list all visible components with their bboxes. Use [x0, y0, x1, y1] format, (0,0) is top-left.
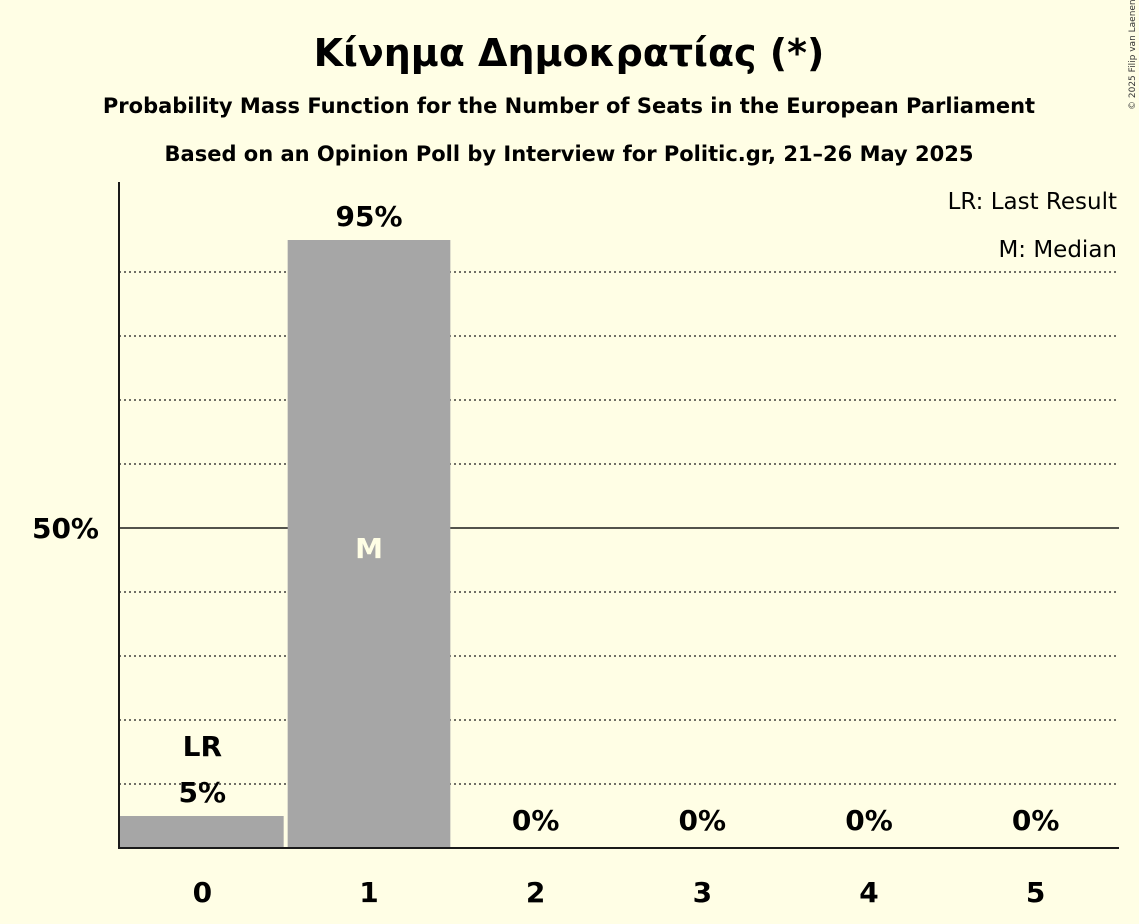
legend-median: M: Median [998, 237, 1117, 263]
value-label-2: 0% [512, 804, 560, 837]
value-label-1: 95% [335, 200, 402, 233]
value-labels: 5% LR 95% M 0% 0% 0% 0% [179, 200, 1060, 837]
value-label-0: 5% [179, 776, 227, 809]
bar-1 [287, 240, 451, 848]
x-tick-4: 4 [859, 876, 878, 909]
value-label-3: 0% [679, 804, 727, 837]
y-tick-label: 50% [32, 512, 99, 545]
x-tick-3: 3 [693, 876, 712, 909]
value-label-5: 0% [1012, 804, 1060, 837]
x-tick-5: 5 [1026, 876, 1045, 909]
legend-last-result: LR: Last Result [948, 189, 1117, 215]
x-tick-0: 0 [193, 876, 212, 909]
x-tick-labels: 0 1 2 3 4 5 [193, 876, 1046, 909]
bar-0 [119, 816, 284, 848]
x-tick-2: 2 [526, 876, 545, 909]
chart-subtitle: Probability Mass Function for the Number… [103, 94, 1035, 118]
median-marker: M [355, 532, 383, 565]
value-label-4: 0% [845, 804, 893, 837]
x-tick-1: 1 [359, 876, 378, 909]
chart-title: Κίνημα Δημοκρατίας (*) [314, 31, 825, 75]
copyright-notice: © 2025 Filip van Laenen [1128, 0, 1138, 110]
last-result-marker: LR [183, 730, 222, 763]
bars [119, 240, 451, 848]
grid-lines [119, 271, 1119, 785]
chart-subtitle-source: Based on an Opinion Poll by Interview fo… [165, 142, 974, 166]
